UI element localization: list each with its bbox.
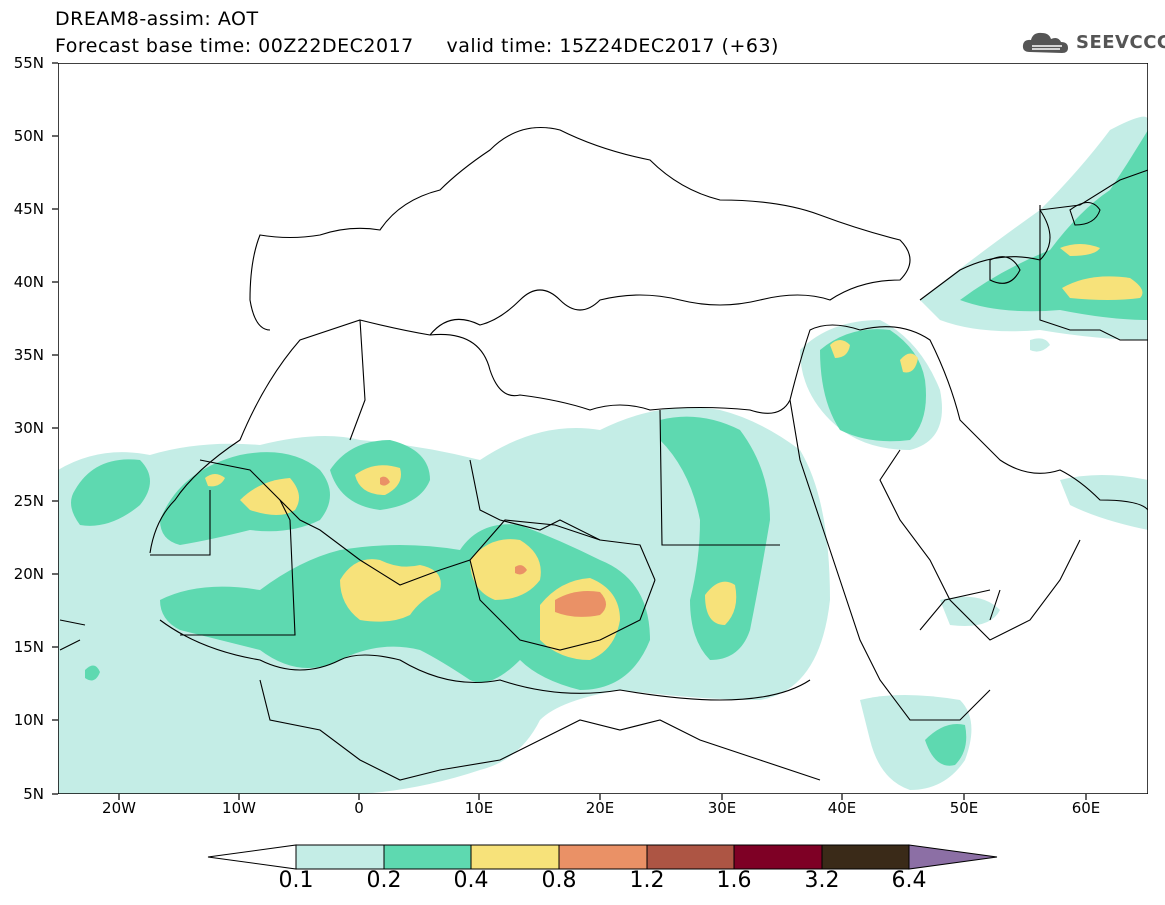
- axis-ticks: [52, 62, 1087, 800]
- lon-label: 10E: [464, 799, 494, 817]
- colorbar-segment-3: [470, 844, 560, 870]
- lat-label: 45N: [13, 200, 44, 218]
- lat-label: 40N: [13, 273, 44, 291]
- lat-label: 35N: [13, 346, 44, 364]
- colorbar-label: 0.8: [541, 868, 577, 893]
- lat-label: 15N: [13, 638, 44, 656]
- colorbar-label: 0.4: [453, 868, 489, 893]
- forecast-time-subtitle: Forecast base time: 00Z22DEC2017 valid t…: [55, 35, 779, 57]
- colorbar-label: 0.2: [366, 868, 402, 893]
- lon-label: 30E: [707, 799, 737, 817]
- lon-label: 20W: [102, 799, 136, 817]
- colorbar-label: 0.1: [278, 868, 314, 893]
- lat-label: 10N: [13, 711, 44, 729]
- lat-label: 55N: [13, 54, 44, 72]
- lat-label: 20N: [13, 565, 44, 583]
- colorbar-label: 1.2: [629, 868, 665, 893]
- lon-label: 20E: [585, 799, 615, 817]
- colorbar-label: 1.6: [716, 868, 752, 893]
- lat-label: 30N: [13, 419, 44, 437]
- lon-label: 60E: [1071, 799, 1101, 817]
- colorbar-segment-1: [295, 844, 385, 870]
- seevccc-logo: SEEVCCC: [1020, 28, 1165, 56]
- country-borders: [59, 126, 1148, 781]
- lat-label: 25N: [13, 492, 44, 510]
- lon-label: 0: [354, 799, 364, 817]
- colorbar-segment-2: [383, 844, 472, 870]
- aot-field-0-8: [380, 476, 606, 617]
- lon-label: 50E: [949, 799, 979, 817]
- colorbar-label: 6.4: [891, 868, 927, 893]
- map-title: DREAM8-assim: AOT: [55, 8, 259, 30]
- cloud-logo-icon: [1022, 32, 1068, 53]
- colorbar-segment-5: [646, 844, 735, 870]
- logo-text: SEEVCCC: [1076, 31, 1165, 53]
- lon-label: 10W: [222, 799, 256, 817]
- colorbar: [207, 844, 998, 870]
- colorbar-segment-6: [733, 844, 823, 870]
- colorbar-segment-above: [908, 844, 998, 870]
- colorbar-segment-below: [207, 844, 297, 870]
- colorbar-segment-4: [558, 844, 648, 870]
- lat-label: 5N: [23, 785, 44, 803]
- lon-label: 40E: [827, 799, 857, 817]
- colorbar-segment-7: [821, 844, 910, 870]
- colorbar-label: 3.2: [804, 868, 840, 893]
- lat-label: 50N: [13, 127, 44, 145]
